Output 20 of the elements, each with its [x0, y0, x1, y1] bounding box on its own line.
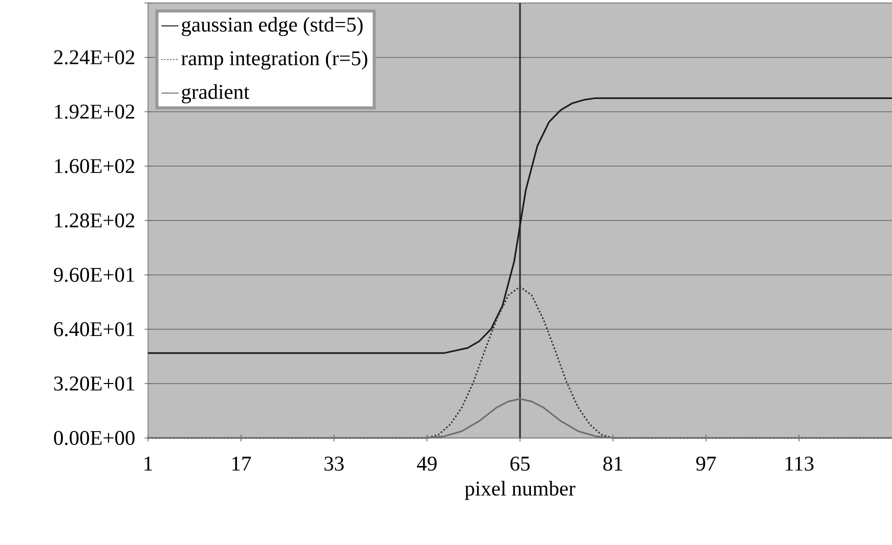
x-tick-label: 17 — [232, 456, 251, 470]
y-tick-label: 2.24E+02 — [54, 50, 134, 64]
y-tick-label: 1.60E+02 — [55, 159, 134, 174]
x-tick-label: 97 — [696, 456, 716, 471]
y-tick-label: 1.28E+02 — [55, 213, 134, 228]
y-tick-label: 3.20E+01 — [54, 376, 134, 391]
y-tick-label: 9.60E+01 — [54, 268, 134, 282]
y-tick-label: 1.92E+02 — [55, 104, 134, 119]
x-tick-label: 33 — [324, 456, 344, 471]
legend-label: gradient — [182, 84, 250, 104]
x-tick-label: 1 — [144, 456, 152, 470]
x-tick-label: 49 — [416, 456, 437, 471]
x-tick-label: 65 — [510, 456, 530, 471]
legend-label: ramp integration (r=5) — [181, 50, 368, 70]
x-tick-label: 113 — [786, 456, 814, 471]
x-axis-title: pixel number — [464, 480, 576, 500]
x-tick-label: 81 — [603, 456, 622, 471]
legend-label: gaussian edge (std=5) — [182, 17, 363, 36]
y-tick-label: 0.00E+00 — [54, 430, 135, 446]
y-tick-label: 6.40E+01 — [54, 322, 134, 336]
